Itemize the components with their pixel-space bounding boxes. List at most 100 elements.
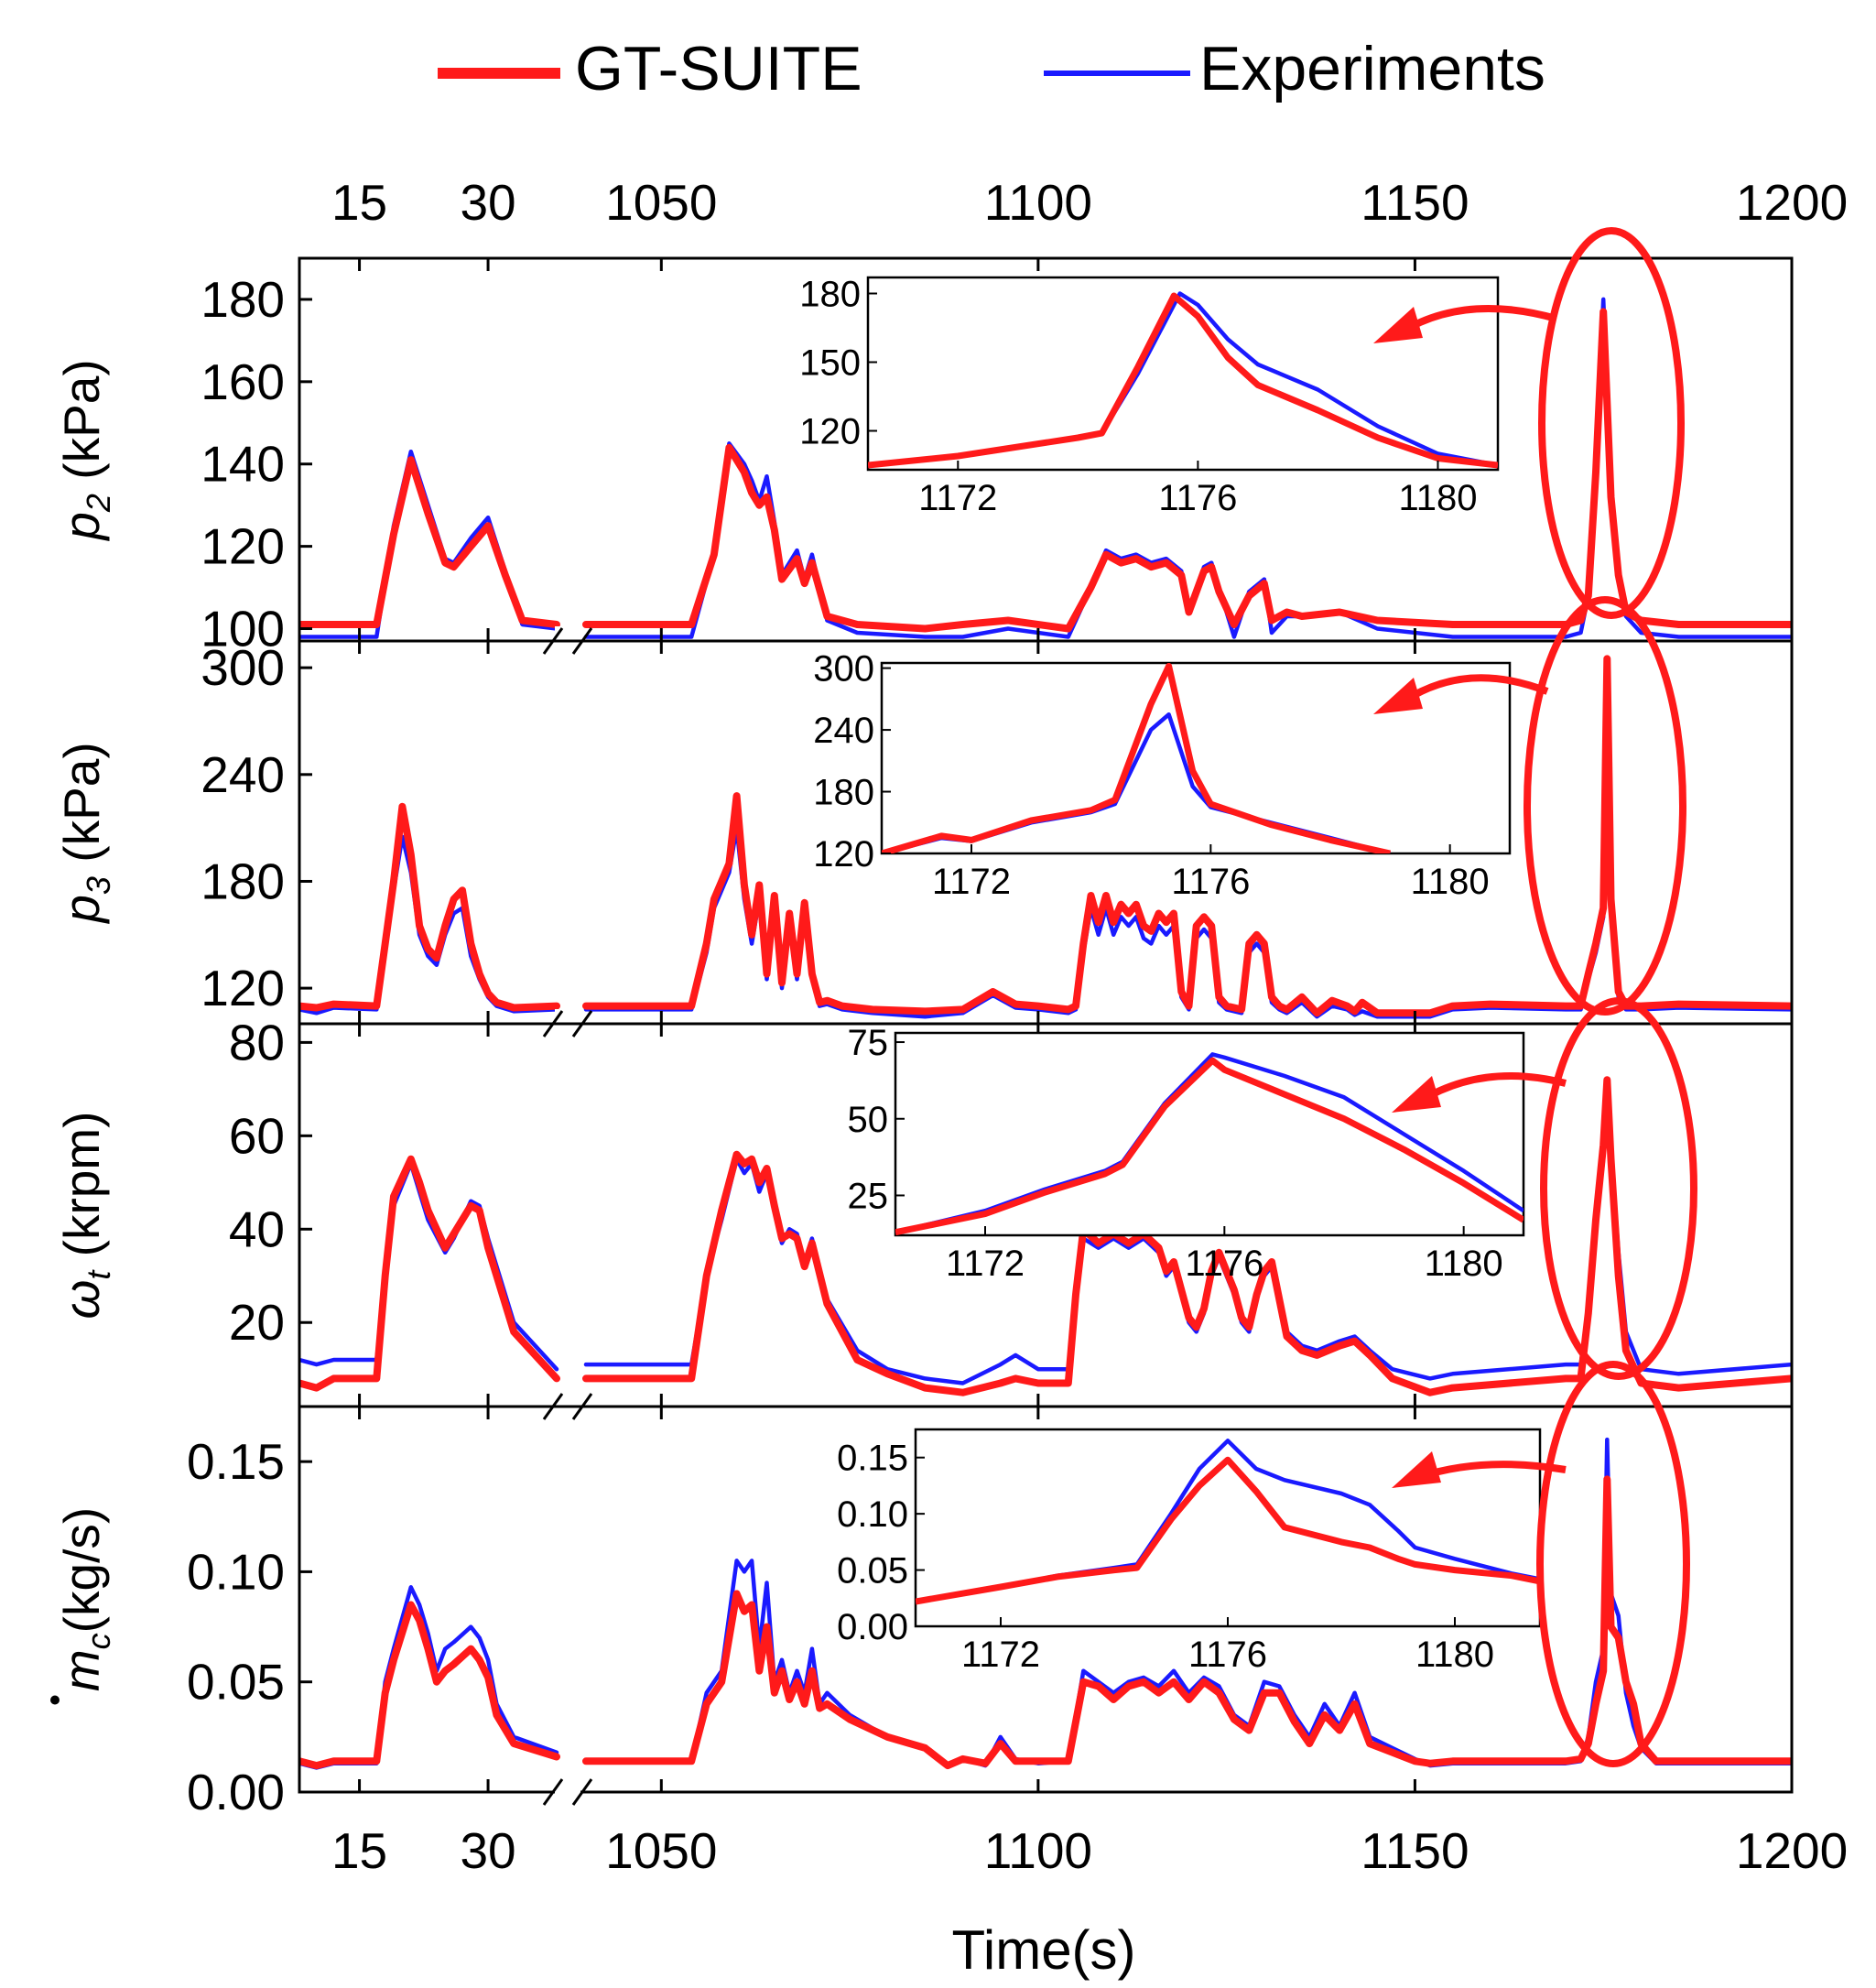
- inset-x-tick-label: 1172: [918, 478, 997, 518]
- inset-y-tick-label: 180: [813, 773, 874, 813]
- axis-break-mark: [542, 1778, 564, 1806]
- inset-x-tick-label: 1180: [1411, 862, 1490, 902]
- y-tick-label: 100: [201, 601, 285, 657]
- legend-label-gt-suite: GT-SUITE: [575, 34, 862, 103]
- y-tick-label: 180: [201, 853, 285, 909]
- highlight-ellipse: [1538, 227, 1685, 619]
- callout-arrow-head: [1373, 678, 1423, 714]
- panel-omega: 20 40 60 80 ωt (krpm) 25 50 75 1172 1176 1180: [53, 997, 1794, 1421]
- y-tick-label: 160: [201, 353, 285, 410]
- y-axis-label-subscript: 2: [80, 494, 117, 513]
- x-tick-label-bottom: 1100: [984, 1822, 1092, 1879]
- y-tick-label: 300: [201, 639, 285, 696]
- y-axis-label-symbol: m: [53, 1649, 110, 1691]
- inset-y-tick-label: 120: [813, 834, 874, 875]
- inset-y-tick-label: 75: [848, 1023, 889, 1063]
- y-axis-label: mc(kg/s): [53, 1507, 117, 1691]
- x-tick-label-bottom: 30: [460, 1822, 515, 1879]
- inset-x-tick-label: 1180: [1415, 1635, 1494, 1675]
- axis-break-mark: [571, 1778, 593, 1806]
- y-tick-label: 80: [229, 1014, 285, 1070]
- x-tick-label-top: 30: [460, 174, 515, 231]
- x-tick-label-top: 1050: [605, 174, 717, 231]
- y-axis-label-unit: (kPa): [53, 742, 110, 876]
- y-axis-label-symbol: ω: [53, 1280, 110, 1320]
- y-axis-label-overdot: [50, 1695, 60, 1705]
- highlight-ellipse: [1536, 1361, 1690, 1767]
- y-tick-label: 240: [201, 746, 285, 803]
- panel-mdot: 0.00 0.05 0.10 0.15 mc(kg/s) 0.00 0.05 0.10 0.15…: [50, 1361, 1794, 1820]
- inset-y-tick-label: 0.00: [837, 1607, 908, 1647]
- axes-layer: 1515303010501050110011001150115012001200…: [50, 174, 1848, 1879]
- x-tick-label-top: 1200: [1736, 174, 1848, 231]
- y-axis-label-subscript: 3: [80, 876, 117, 895]
- inset-y-tick-label: 0.10: [837, 1494, 908, 1535]
- panel-frame: [298, 1405, 1794, 1794]
- x-tick-label-bottom: 1200: [1736, 1822, 1848, 1879]
- y-tick-label: 0.05: [187, 1654, 285, 1711]
- callout-arrow-head: [1373, 307, 1423, 343]
- highlight-ellipse: [1524, 596, 1686, 1016]
- x-tick-label-bottom: 1150: [1361, 1822, 1469, 1879]
- inset-y-tick-label: 120: [799, 412, 861, 452]
- inset-x-tick-label: 1172: [932, 862, 1011, 902]
- panel-p2: 100 120 140 160 180 p2 (kPa) 120 150 180 1172 1176…: [53, 227, 1794, 657]
- inset-y-tick-label: 0.15: [837, 1439, 908, 1479]
- y-tick-label: 0.00: [187, 1764, 285, 1820]
- inset-y-tick-label: 25: [848, 1176, 889, 1216]
- inset-x-tick-label: 1176: [1185, 1244, 1263, 1284]
- inset-omega: 25 50 75 1172 1176 1180: [848, 1023, 1525, 1284]
- y-tick-label: 180: [201, 271, 285, 328]
- y-tick-label: 120: [201, 518, 285, 575]
- inset-p2: 120 150 180 1172 1176 1180: [799, 275, 1500, 518]
- y-tick-label: 0.10: [187, 1543, 285, 1600]
- x-tick-label-bottom: 15: [331, 1822, 387, 1879]
- inset-x-tick-label: 1180: [1398, 478, 1477, 518]
- callout-arrow-head: [1392, 1076, 1441, 1113]
- inset-frame: [866, 276, 1500, 472]
- inset-series-gt-suite: [916, 1456, 1540, 1605]
- inset-y-tick-label: 150: [799, 343, 861, 384]
- inset-x-tick-label: 1176: [1171, 862, 1250, 902]
- x-tick-label-top: 1150: [1361, 174, 1469, 231]
- inset-x-tick-label: 1172: [961, 1635, 1040, 1675]
- inset-series-gt-suite: [868, 292, 1498, 469]
- callout-arrow-head: [1392, 1451, 1441, 1488]
- legend: GT-SUITE Experiments: [438, 34, 1545, 103]
- y-axis-label: p2 (kPa): [53, 359, 117, 541]
- inset-x-tick-label: 1176: [1188, 1635, 1267, 1675]
- inset-series-gt-suite: [895, 1057, 1524, 1235]
- x-tick-label-top: 1100: [984, 174, 1092, 231]
- y-axis-label: ωt (krpm): [53, 1112, 117, 1320]
- series-gt-suite: [299, 1475, 1792, 1770]
- inset-y-tick-label: 0.05: [837, 1551, 908, 1591]
- panel-p3: 120 180 240 300 p3 (kPa) 120 180 240 300 1172 1176…: [53, 596, 1794, 1038]
- inset-series-gt-suite: [882, 663, 1392, 853]
- y-tick-label: 40: [229, 1200, 285, 1257]
- y-tick-label: 0.15: [187, 1433, 285, 1490]
- highlight-ellipse: [1540, 997, 1697, 1380]
- y-tick-label: 140: [201, 436, 285, 493]
- inset-x-tick-label: 1180: [1425, 1244, 1503, 1284]
- series-gt-suite: [299, 1076, 1792, 1396]
- inset-mdot: 0.00 0.05 0.10 0.15 1172 1176 1180: [837, 1428, 1542, 1675]
- y-axis-label-symbol: p: [53, 895, 110, 925]
- y-axis-label-subscript: c: [80, 1633, 117, 1649]
- x-axis-title: Time(s): [951, 1919, 1135, 1981]
- inset-y-tick-label: 50: [848, 1100, 889, 1140]
- inset-x-tick-label: 1176: [1158, 478, 1237, 518]
- y-axis-label-symbol: p: [53, 512, 110, 542]
- x-tick-label-bottom: 1050: [605, 1822, 717, 1879]
- y-axis-label-unit: (kPa): [53, 359, 110, 494]
- series-gt-suite: [299, 655, 1792, 1017]
- legend-label-experiments: Experiments: [1199, 34, 1545, 103]
- y-axis-label-subscript: t: [80, 1269, 117, 1280]
- inset-x-tick-label: 1172: [946, 1244, 1025, 1284]
- y-axis-label: p3 (kPa): [53, 742, 117, 924]
- inset-y-tick-label: 180: [799, 275, 861, 315]
- y-tick-label: 120: [201, 960, 285, 1016]
- y-tick-label: 20: [229, 1294, 285, 1351]
- inset-y-tick-label: 300: [813, 649, 874, 690]
- x-tick-label-top: 15: [331, 174, 387, 231]
